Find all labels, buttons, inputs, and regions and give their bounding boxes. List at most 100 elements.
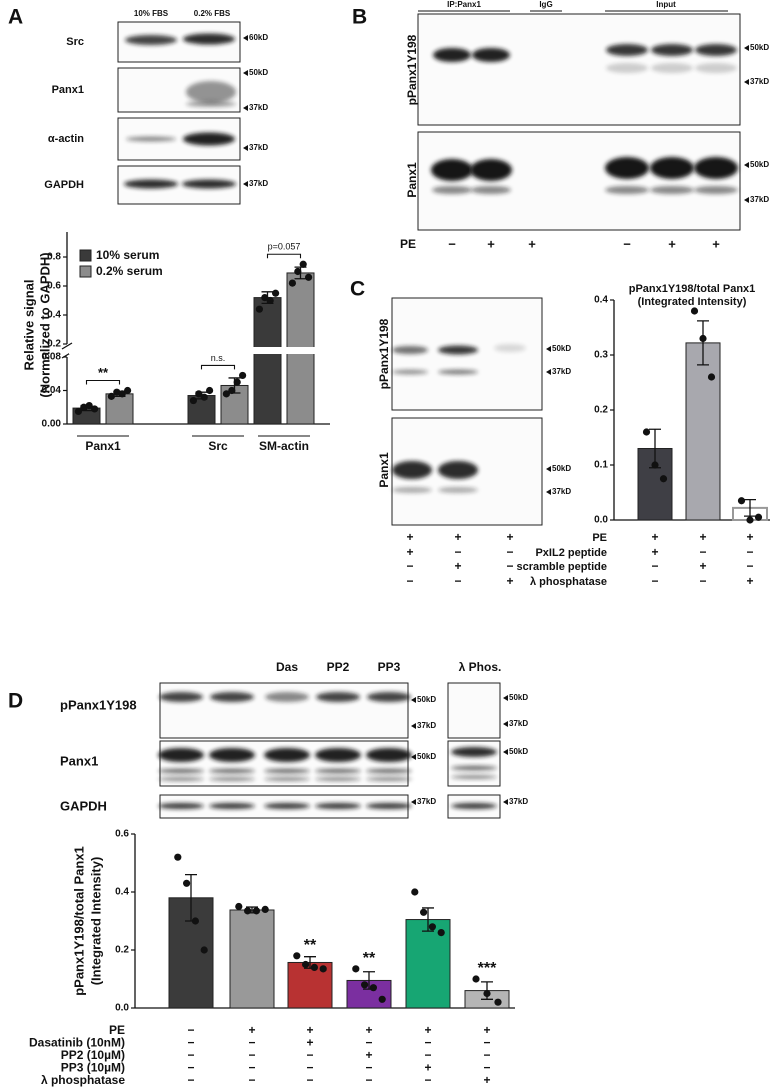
condition-label: Dasatinib (10nM) xyxy=(29,1036,125,1050)
data-point xyxy=(244,907,252,915)
band xyxy=(124,179,178,189)
data-point xyxy=(378,995,386,1003)
marker-arrow xyxy=(503,721,508,727)
break-gap xyxy=(69,347,332,354)
condition-sign: − xyxy=(248,1073,255,1087)
data-point xyxy=(472,975,480,983)
condition-sign: − xyxy=(746,545,753,559)
marker-label: 37kD xyxy=(249,179,268,188)
band xyxy=(366,803,412,809)
condition-sign: − xyxy=(483,1048,490,1062)
condition-sign: + xyxy=(746,574,753,588)
marker-label: 50kD xyxy=(750,43,769,52)
condition-sign: + xyxy=(424,1023,431,1037)
band xyxy=(209,748,255,762)
condition-sign: + xyxy=(699,559,706,573)
band xyxy=(126,136,176,142)
data-point xyxy=(746,516,754,524)
condition-sign: − xyxy=(454,574,461,588)
marker-arrow xyxy=(411,799,416,805)
band xyxy=(366,768,412,774)
row-label: GAPDH xyxy=(60,798,107,813)
x-tick-label: Src xyxy=(208,439,228,453)
band xyxy=(438,461,478,479)
band xyxy=(158,768,204,774)
data-point xyxy=(293,952,301,960)
data-point xyxy=(272,289,280,297)
band xyxy=(366,748,412,762)
data-point xyxy=(737,497,746,505)
data-point xyxy=(118,390,126,398)
marker-arrow xyxy=(546,489,551,495)
band xyxy=(125,35,177,45)
data-point xyxy=(754,513,763,521)
data-point xyxy=(411,888,419,896)
x-tick-label: Panx1 xyxy=(85,439,121,453)
marker-arrow xyxy=(411,697,416,703)
condition-label: PxIL2 peptide xyxy=(535,547,607,559)
blot xyxy=(417,131,741,231)
bracket xyxy=(200,364,236,370)
blot xyxy=(159,682,409,739)
data-point xyxy=(195,390,203,398)
group-label: IgG xyxy=(539,0,552,9)
condition-sign: + xyxy=(365,1048,372,1062)
band xyxy=(650,186,694,194)
band xyxy=(158,803,204,809)
condition-label: PE xyxy=(400,237,416,251)
marker-arrow xyxy=(546,346,551,352)
row-label: Panx1 xyxy=(60,753,98,768)
band xyxy=(694,186,738,194)
lane-label: 0.2% FBS xyxy=(194,9,231,18)
panel-label: C xyxy=(350,278,365,301)
condition-sign: − xyxy=(248,1048,255,1062)
band xyxy=(438,345,478,355)
significance: ** xyxy=(304,937,317,954)
band xyxy=(605,157,649,179)
band xyxy=(316,692,360,702)
condition-sign: + xyxy=(248,1023,255,1037)
condition-sign: − xyxy=(248,1061,255,1075)
condition-sign: − xyxy=(424,1073,431,1087)
condition-sign: + xyxy=(454,559,461,573)
condition-label: PE xyxy=(592,532,607,544)
condition-sign: − xyxy=(483,1061,490,1075)
condition-sign: + xyxy=(406,530,413,544)
group-label: IP:Panx1 xyxy=(447,0,481,9)
error-bar xyxy=(744,499,756,517)
band xyxy=(650,157,694,179)
significance: ** xyxy=(98,365,109,380)
condition-sign: − xyxy=(699,545,706,559)
condition-sign: − xyxy=(187,1061,194,1075)
band xyxy=(392,369,428,375)
band xyxy=(158,748,204,762)
lane-label: Das xyxy=(276,660,298,674)
band xyxy=(315,777,361,781)
marker-label: 50kD xyxy=(509,693,528,702)
axis-break xyxy=(61,342,73,350)
band xyxy=(182,179,236,189)
significance: *** xyxy=(478,960,497,977)
condition-sign: + xyxy=(506,530,513,544)
band xyxy=(451,765,497,771)
panel-label: B xyxy=(352,6,367,29)
marker-label: 50kD xyxy=(552,464,571,473)
y-tick-label: 0.1 xyxy=(594,460,608,471)
condition-sign: − xyxy=(306,1073,313,1087)
significance: p=0.057 xyxy=(268,242,301,252)
band xyxy=(494,344,526,352)
condition-sign: − xyxy=(406,559,413,573)
data-point xyxy=(222,390,230,398)
lane-label: λ Phos. xyxy=(459,660,502,674)
data-point xyxy=(235,902,243,911)
data-point xyxy=(361,981,369,989)
bracket xyxy=(266,253,302,259)
chart-title: pPanx1Y198/total Panx1 xyxy=(629,283,756,295)
group-label: Input xyxy=(656,0,676,9)
data-point xyxy=(191,917,199,925)
significance: ** xyxy=(363,950,376,967)
data-point xyxy=(189,396,197,405)
marker-arrow xyxy=(243,145,248,151)
lane-label: 10% FBS xyxy=(134,9,169,18)
condition-sign: − xyxy=(448,236,456,251)
